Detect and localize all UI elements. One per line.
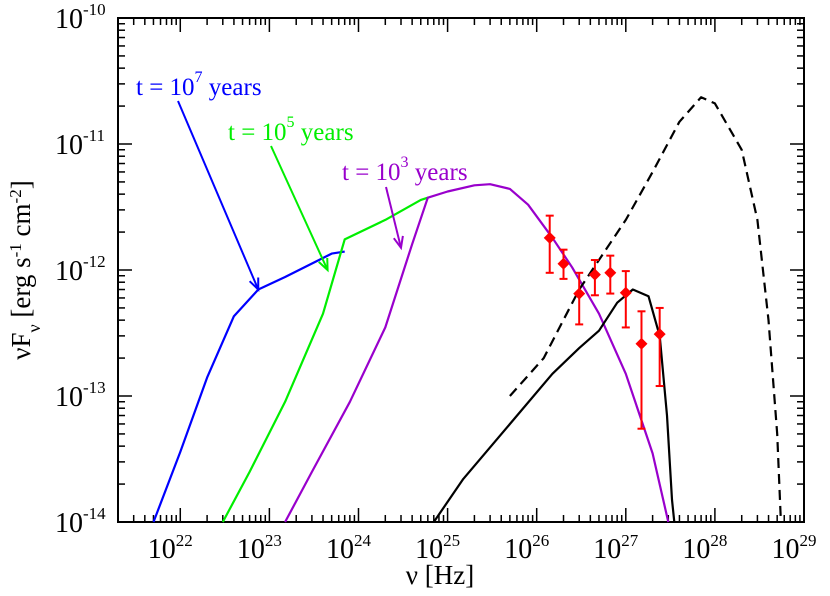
annotation-arrowhead: [248, 277, 260, 292]
data-point: [653, 328, 666, 341]
data-point: [635, 337, 648, 350]
axis-ticks: [117, 18, 805, 523]
annotation-arrowhead: [393, 235, 404, 251]
series-line-model: [432, 288, 676, 523]
observed-points: [543, 214, 666, 430]
x-tick-label: 1028: [682, 531, 727, 565]
annotation-arrow: [270, 145, 329, 271]
series-line-model-dashed: [509, 96, 782, 523]
x-tick-label: 1023: [237, 531, 282, 565]
annotation-arrow: [385, 186, 402, 249]
annotation-arrowhead: [318, 257, 329, 273]
y-tick-label: 10-12: [55, 252, 106, 287]
annotation-label: t = 103 years: [342, 154, 468, 186]
data-point: [604, 266, 617, 279]
data-point: [588, 268, 601, 281]
x-tick-label: 1025: [415, 531, 460, 565]
y-axis-label: νFν [erg s-1 cm-2]: [6, 180, 45, 359]
annotation-label: t = 107 years: [136, 69, 262, 101]
series-line-t-10-3-years: [284, 183, 670, 523]
series-line-t-10-5-years: [221, 196, 429, 523]
series-line-t-10-7-years: [152, 250, 345, 523]
y-tick-label: 10-11: [55, 126, 105, 161]
x-axis-label: ν [Hz]: [406, 560, 474, 590]
x-tick-label: 1024: [326, 531, 372, 565]
data-point: [557, 257, 570, 270]
data-point: [543, 231, 556, 244]
x-tick-label: 1027: [593, 531, 639, 565]
annotation-arrow: [177, 100, 260, 290]
x-tick-label: 1029: [772, 531, 817, 565]
x-tick-labels: 1022 1023 1024 1025 1026 1027 1028 1029: [148, 531, 817, 565]
annotation-label: t = 105 years: [228, 114, 354, 146]
x-tick-label: 1022: [148, 531, 193, 565]
y-tick-labels: 10-14 10-13 10-12 10-11 10-10: [55, 0, 106, 539]
data-point: [573, 287, 586, 300]
y-tick-label: 10-14: [55, 504, 106, 539]
annotations: t = 107 years t = 105 years t = 103 years: [136, 69, 468, 292]
data-point: [619, 286, 632, 299]
y-tick-label: 10-13: [55, 378, 106, 413]
y-tick-label: 10-10: [55, 0, 106, 35]
x-tick-label: 1026: [504, 531, 549, 565]
